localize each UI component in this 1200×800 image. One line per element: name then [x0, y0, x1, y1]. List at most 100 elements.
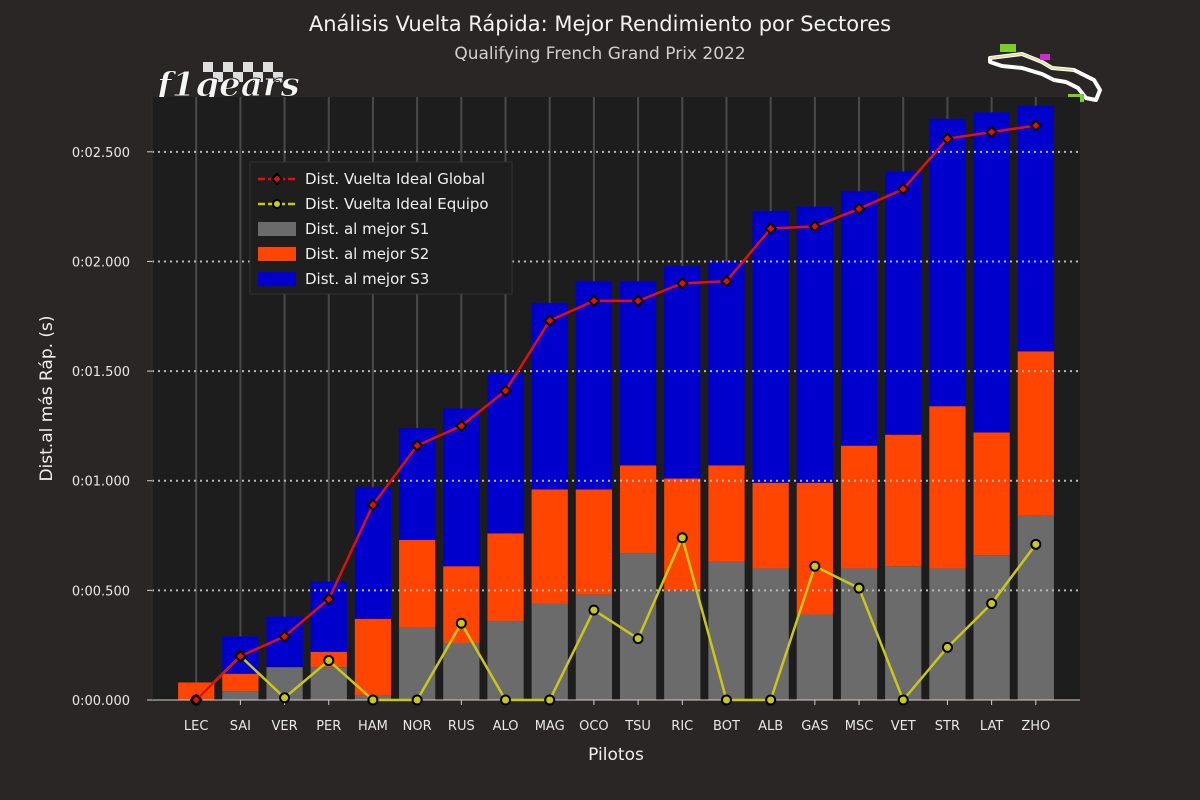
x-tick-label-per: PER: [316, 719, 341, 734]
bar-s3-lat: [973, 112, 1010, 433]
legend-label: Dist. Vuelta Ideal Global: [305, 170, 485, 188]
point-global-rus: [454, 419, 468, 433]
point-team-bot: [720, 694, 732, 706]
bar-s1-alo: [487, 621, 524, 700]
bar-s3-msc: [840, 191, 878, 446]
legend-swatch-s2: [258, 247, 296, 261]
point-global-ham: [366, 498, 380, 512]
point-global-nor: [410, 439, 424, 453]
point-global-per: [322, 592, 336, 606]
bar-s2-bot: [708, 465, 745, 562]
x-tick-label-tsu: TSU: [624, 719, 651, 734]
bar-s2-alb: [752, 482, 789, 569]
legend-marker-team: [272, 199, 282, 209]
bar-s3-zho: [1017, 105, 1054, 352]
bar-s3-alo: [487, 373, 524, 534]
y-tick-label: 0:00.500: [72, 584, 130, 599]
chart-title: Análisis Vuelta Rápida: Mejor Rendimient…: [308, 12, 892, 36]
x-tick-label-lec: LEC: [184, 719, 209, 734]
bar-s3-bot: [708, 261, 745, 466]
bar-s3-rus: [443, 408, 480, 567]
x-tick-label-lat: LAT: [980, 719, 1003, 734]
x-tick-label-str: STR: [935, 719, 960, 734]
point-team-alo: [500, 694, 512, 706]
chart-subtitle: Qualifying French Grand Prix 2022: [454, 44, 746, 64]
point-team-rus: [455, 617, 467, 629]
legend-swatch-s3: [258, 272, 296, 286]
legend-label: Dist. al mejor S3: [305, 270, 429, 288]
point-global-alo: [499, 384, 512, 398]
point-global-ver: [278, 629, 291, 643]
point-team-nor: [411, 694, 423, 706]
y-tick-label: 0:01.000: [72, 475, 130, 490]
bar-s2-str: [929, 406, 966, 569]
x-tick-label-mag: MAG: [535, 719, 565, 734]
point-global-vet: [896, 182, 910, 196]
legend-label: Dist. Vuelta Ideal Equipo: [305, 195, 489, 213]
y-axis-label: Dist.al más Ráp. (s): [37, 315, 57, 481]
x-tick-label-alo: ALO: [493, 719, 519, 734]
x-tick-label-vet: VET: [891, 719, 916, 734]
y-tick-label: 0:02.000: [72, 255, 130, 270]
point-global-tsu: [631, 294, 645, 308]
point-team-ver: [279, 692, 291, 704]
x-tick-label-gas: GAS: [801, 719, 828, 734]
bar-s2-mag: [531, 489, 568, 604]
y-tick-label: 0:00.000: [72, 694, 130, 709]
bar-s3-oco: [575, 281, 613, 490]
point-team-vet: [897, 694, 909, 706]
bar-s2-lec: [178, 682, 215, 700]
point-global-msc: [852, 202, 866, 216]
x-axis-label: Pilotos: [588, 745, 644, 765]
bar-s3-str: [929, 118, 966, 407]
point-global-lec: [189, 693, 203, 707]
point-global-oco: [587, 294, 601, 308]
point-team-lat: [986, 598, 998, 610]
point-team-msc: [853, 582, 865, 594]
bar-s1-sai: [222, 691, 259, 700]
legend-swatch-s1: [258, 222, 296, 236]
point-team-mag: [544, 694, 556, 706]
y-tick-label: 0:02.500: [72, 146, 130, 161]
x-tick-label-ver: VER: [272, 719, 298, 734]
bar-s1-alb: [752, 568, 789, 700]
bar-s3-gas: [796, 206, 833, 483]
bar-s2-vet: [885, 434, 922, 567]
bar-s2-gas: [796, 482, 833, 615]
bar-s3-tsu: [619, 281, 657, 466]
bar-s2-lat: [973, 432, 1010, 556]
bar-s3-per: [310, 581, 347, 652]
line-team: [195, 533, 1037, 703]
bar-s1-tsu: [619, 553, 657, 700]
checkered-flag-icon: [203, 62, 283, 82]
bar-s2-tsu: [619, 465, 657, 554]
point-global-mag: [543, 314, 557, 328]
x-tick-label-alb: ALB: [758, 719, 783, 734]
bar-s1-lat: [973, 555, 1010, 700]
x-tick-label-bot: BOT: [713, 719, 740, 734]
point-global-lat: [985, 125, 999, 139]
x-tick-label-zho: ZHO: [1021, 719, 1050, 734]
bar-s2-msc: [840, 445, 878, 569]
legend-label: Dist. al mejor S2: [305, 245, 429, 263]
legend-label: Dist. al mejor S1: [305, 220, 429, 238]
x-tick-label-msc: MSC: [845, 719, 874, 734]
point-team-gas: [809, 560, 821, 572]
bar-s2-zho: [1017, 351, 1054, 516]
point-global-bot: [720, 274, 733, 288]
bar-s1-vet: [885, 566, 922, 700]
bar-s2-alo: [487, 533, 524, 622]
x-tick-label-ham: HAM: [358, 719, 388, 734]
point-global-gas: [808, 219, 822, 233]
point-global-ric: [675, 276, 689, 290]
y-tick-label: 0:01.500: [72, 365, 130, 380]
point-team-tsu: [632, 633, 644, 645]
bar-s3-ric: [664, 265, 701, 479]
x-tick-label-ric: RIC: [671, 719, 693, 734]
point-team-alb: [765, 694, 777, 706]
bar-s2-rus: [443, 566, 480, 643]
point-global-sai: [233, 649, 247, 663]
point-global-alb: [764, 222, 778, 235]
point-global-str: [941, 132, 954, 146]
